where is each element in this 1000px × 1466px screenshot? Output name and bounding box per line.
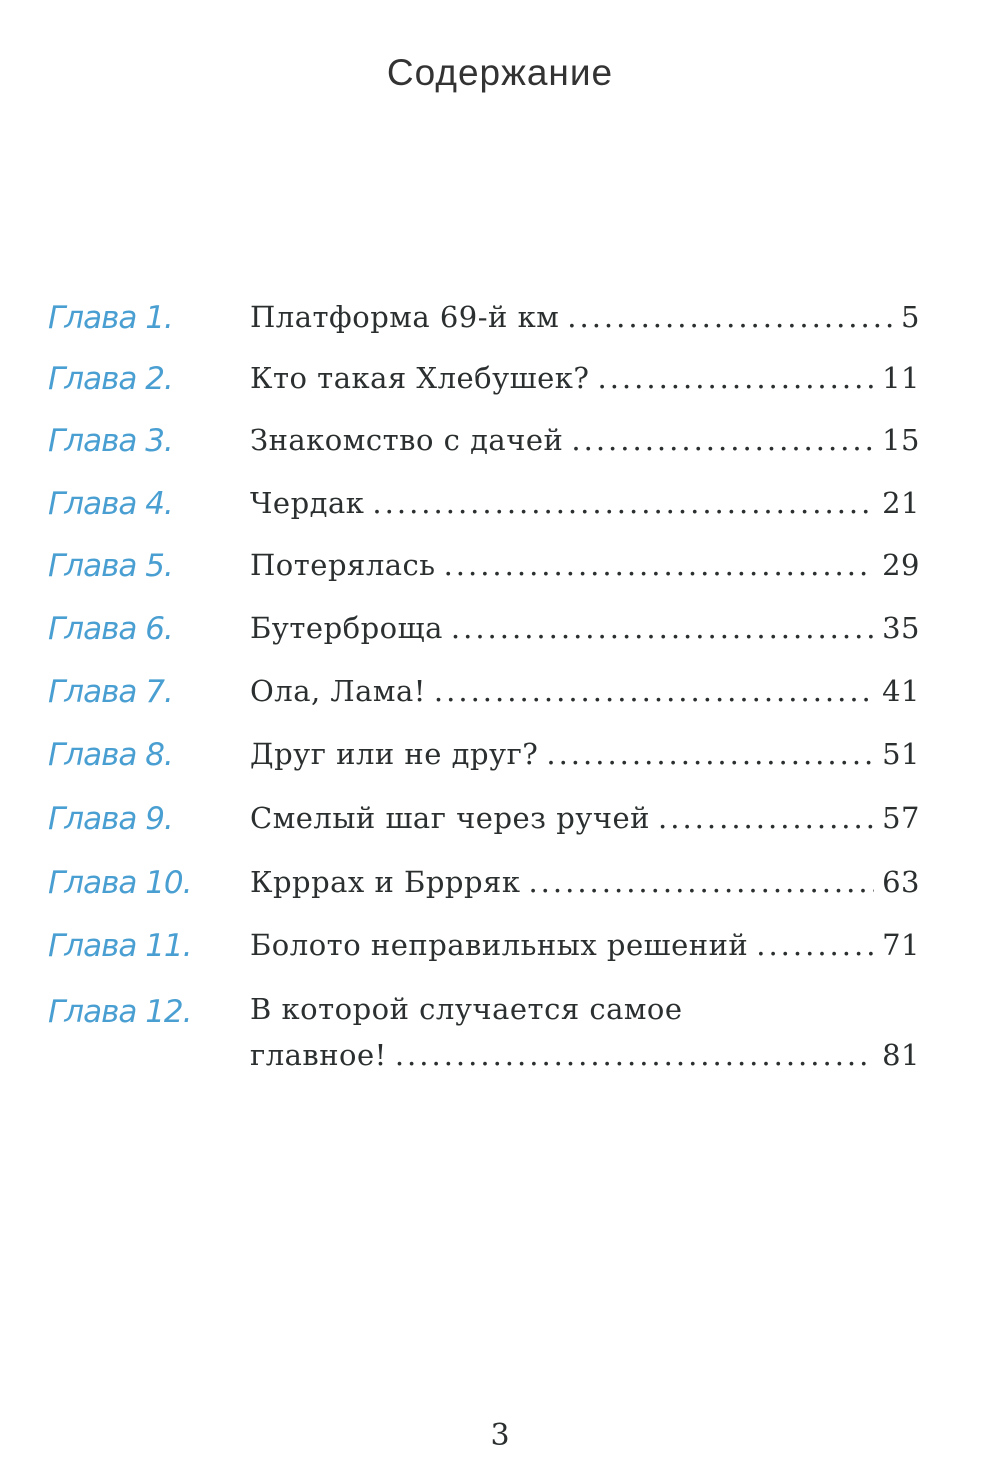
chapter-label: Глава 7. <box>48 674 174 710</box>
chapter-label: Глава 6. <box>48 611 174 647</box>
leader-dots <box>434 674 874 708</box>
page-title: Содержание <box>386 52 614 93</box>
toc-entry: Глава 4. Чердак 21 <box>48 486 920 536</box>
chapter-title: Кто такая Хлебушек? <box>250 361 590 395</box>
chapter-title: Друг или не друг? <box>250 737 539 771</box>
chapter-page: 29 <box>882 548 920 582</box>
toc-entry: Глава 11. Болото неправильных решений 71 <box>48 928 920 978</box>
entry-line: Знакомство с дачей 15 <box>250 423 920 457</box>
chapter-title: Знакомство с дачей <box>250 423 564 457</box>
chapter-page: 57 <box>882 801 920 835</box>
entry-line: Кто такая Хлебушек? 11 <box>250 361 920 395</box>
entry-line: Крррах и Бррряк 63 <box>250 865 920 899</box>
chapter-label: Глава 2. <box>48 361 174 397</box>
chapter-label: Глава 9. <box>48 801 174 837</box>
entry-line: В которой случается самое <box>250 992 920 1026</box>
chapter-title: В которой случается самое <box>250 992 683 1026</box>
toc-entry: Глава 6. Бутерброща 35 <box>48 611 920 661</box>
chapter-label: Глава 10. <box>48 865 193 901</box>
chapter-label: Глава 11. <box>48 928 193 964</box>
chapter-title-line2: главное! <box>250 1038 387 1072</box>
leader-dots <box>567 300 893 334</box>
chapter-page: 71 <box>882 928 920 962</box>
chapter-label: Глава 1. <box>48 300 174 336</box>
entry-line: Бутерброща 35 <box>250 611 920 645</box>
chapter-label: Глава 5. <box>48 548 174 584</box>
entry-line: Болото неправильных решений 71 <box>250 928 920 962</box>
leader-dots <box>756 928 874 962</box>
entry-line: Чердак 21 <box>250 486 920 520</box>
entry-line: Смелый шаг через ручей 57 <box>250 801 920 835</box>
leader-dots <box>451 611 874 645</box>
chapter-label: Глава 4. <box>48 486 174 522</box>
chapter-title: Ола, Лама! <box>250 674 426 708</box>
leader-dots <box>658 801 874 835</box>
leader-dots <box>597 361 874 395</box>
leader-dots <box>571 423 874 457</box>
entry-line: Платформа 69-й км 5 <box>250 300 920 334</box>
leader-dots <box>546 737 874 771</box>
chapter-title: Платформа 69-й км <box>250 300 560 334</box>
chapter-page: 35 <box>882 611 920 645</box>
toc-entry: Глава 10. Крррах и Бррряк 63 <box>48 865 920 915</box>
toc-entry: Глава 3. Знакомство с дачей 15 <box>48 423 920 473</box>
leader-dots <box>444 548 875 582</box>
toc-entry: Глава 5. Потерялась 29 <box>48 548 920 598</box>
leader-dots <box>395 1038 874 1072</box>
chapter-title: Чердак <box>250 486 365 520</box>
entry-line: Потерялась 29 <box>250 548 920 582</box>
toc-entry: Глава 7. Ола, Лама! 41 <box>48 674 920 724</box>
chapter-title: Потерялась <box>250 548 436 582</box>
chapter-label: Глава 12. <box>48 994 193 1030</box>
chapter-page: 81 <box>882 1038 920 1072</box>
leader-dots <box>372 486 874 520</box>
chapter-page: 11 <box>882 361 920 395</box>
entry-line: Ола, Лама! 41 <box>250 674 920 708</box>
toc-entry: Глава 12. В которой случается самое главно… <box>48 992 920 1072</box>
chapter-label: Глава 8. <box>48 737 174 773</box>
chapter-title: Бутерброща <box>250 611 443 645</box>
leader-dots <box>528 865 874 899</box>
toc-entry: Глава 2. Кто такая Хлебушек? 11 <box>48 361 920 411</box>
chapter-page: 41 <box>882 674 920 708</box>
chapter-page: 63 <box>882 865 920 899</box>
toc-entry: Глава 8. Друг или не друг? 51 <box>48 737 920 787</box>
chapter-title: Болото неправильных решений <box>250 928 749 962</box>
entry-line: Друг или не друг? 51 <box>250 737 920 771</box>
page-number: 3 <box>490 1418 510 1453</box>
chapter-page: 21 <box>882 486 920 520</box>
toc-entry: Глава 9. Смелый шаг через ручей 57 <box>48 801 920 851</box>
chapter-page: 51 <box>882 737 920 771</box>
chapter-title: Смелый шаг через ручей <box>250 801 651 835</box>
toc-entry: Глава 1. Платформа 69-й км 5 <box>48 300 920 350</box>
chapter-title: Крррах и Бррряк <box>250 865 521 899</box>
chapter-label: Глава 3. <box>48 423 174 459</box>
chapter-page: 5 <box>901 300 920 334</box>
chapter-page: 15 <box>882 423 920 457</box>
entry-line: главное! 81 <box>250 1038 920 1072</box>
